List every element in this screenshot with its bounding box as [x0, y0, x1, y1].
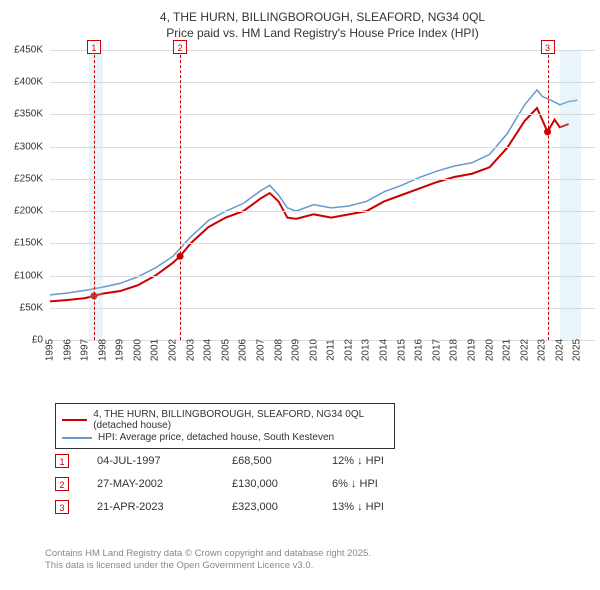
x-axis-label: 2018	[449, 339, 460, 361]
x-axis-label: 2020	[484, 339, 495, 361]
y-axis-label: £400K	[14, 77, 43, 88]
sales-row: 3 21-APR-2023 £323,000 13% ↓ HPI	[55, 500, 545, 514]
legend-item-hpi: HPI: Average price, detached house, Sout…	[62, 432, 388, 443]
reference-line	[180, 50, 181, 340]
x-axis-label: 2003	[185, 339, 196, 361]
y-axis-label: £450K	[14, 45, 43, 56]
y-axis-label: £0	[32, 335, 43, 346]
gridline	[50, 276, 595, 277]
legend-swatch	[62, 419, 87, 421]
x-axis-label: 2022	[519, 339, 530, 361]
x-axis-label: 2015	[396, 339, 407, 361]
shaded-band	[89, 50, 103, 340]
x-axis-label: 1995	[45, 339, 56, 361]
x-axis-label: 2016	[414, 339, 425, 361]
x-axis-label: 1998	[97, 339, 108, 361]
title-line-2: Price paid vs. HM Land Registry's House …	[50, 26, 595, 40]
series-line-price_paid	[50, 108, 569, 301]
footer-line-2: This data is licensed under the Open Gov…	[45, 560, 585, 572]
x-axis-label: 2025	[572, 339, 583, 361]
x-axis-label: 2005	[220, 339, 231, 361]
y-axis-label: £300K	[14, 141, 43, 152]
x-axis-label: 2002	[168, 339, 179, 361]
sale-marker-box: 3	[55, 500, 69, 514]
gridline	[50, 147, 595, 148]
y-axis-label: £100K	[14, 270, 43, 281]
legend-swatch	[62, 437, 92, 439]
x-axis-label: 2004	[203, 339, 214, 361]
legend-item-price-paid: 4, THE HURN, BILLINGBOROUGH, SLEAFORD, N…	[62, 409, 388, 431]
sale-price: £68,500	[232, 455, 332, 467]
x-axis-label: 2021	[502, 339, 513, 361]
x-axis-label: 2009	[291, 339, 302, 361]
sale-date: 04-JUL-1997	[97, 455, 232, 467]
title-line-1: 4, THE HURN, BILLINGBOROUGH, SLEAFORD, N…	[50, 10, 595, 24]
sales-row: 2 27-MAY-2002 £130,000 6% ↓ HPI	[55, 477, 545, 491]
x-axis-label: 2001	[150, 339, 161, 361]
x-axis-label: 2013	[361, 339, 372, 361]
footer-line-1: Contains HM Land Registry data © Crown c…	[45, 548, 585, 560]
x-axis-label: 2011	[326, 339, 337, 361]
sale-delta: 12% ↓ HPI	[332, 455, 432, 467]
reference-line	[548, 50, 549, 340]
gridline	[50, 308, 595, 309]
x-axis-label: 2019	[466, 339, 477, 361]
legend-label: HPI: Average price, detached house, Sout…	[98, 432, 334, 443]
legend: 4, THE HURN, BILLINGBOROUGH, SLEAFORD, N…	[55, 403, 395, 449]
x-axis-label: 2023	[537, 339, 548, 361]
x-axis-label: 2012	[343, 339, 354, 361]
sale-price: £130,000	[232, 478, 332, 490]
legend-label: 4, THE HURN, BILLINGBOROUGH, SLEAFORD, N…	[93, 409, 388, 431]
gridline	[50, 82, 595, 83]
y-axis-label: £200K	[14, 206, 43, 217]
y-axis-label: £150K	[14, 238, 43, 249]
x-axis-label: 1999	[115, 339, 126, 361]
gridline	[50, 114, 595, 115]
x-axis-label: 2008	[273, 339, 284, 361]
y-axis-label: £350K	[14, 109, 43, 120]
reference-line	[94, 50, 95, 340]
plot-area: 123	[50, 50, 595, 340]
gridline	[50, 50, 595, 51]
x-axis-label: 2000	[132, 339, 143, 361]
x-axis-label: 2006	[238, 339, 249, 361]
x-axis-label: 2024	[554, 339, 565, 361]
gridline	[50, 211, 595, 212]
shaded-band	[560, 50, 581, 340]
sale-date: 27-MAY-2002	[97, 478, 232, 490]
x-axis-label: 2017	[431, 339, 442, 361]
sale-delta: 6% ↓ HPI	[332, 478, 432, 490]
sale-delta: 13% ↓ HPI	[332, 501, 432, 513]
x-axis-label: 2010	[308, 339, 319, 361]
sale-marker-box: 2	[55, 477, 69, 491]
y-axis-label: £250K	[14, 173, 43, 184]
gridline	[50, 179, 595, 180]
chart-title: 4, THE HURN, BILLINGBOROUGH, SLEAFORD, N…	[50, 10, 595, 40]
gridline	[50, 243, 595, 244]
chart-container: 4, THE HURN, BILLINGBOROUGH, SLEAFORD, N…	[50, 10, 595, 390]
sales-table: 1 04-JUL-1997 £68,500 12% ↓ HPI 2 27-MAY…	[55, 454, 545, 523]
reference-marker: 2	[173, 40, 187, 54]
x-axis-label: 2014	[379, 339, 390, 361]
reference-marker: 3	[541, 40, 555, 54]
sale-date: 21-APR-2023	[97, 501, 232, 513]
footer-attribution: Contains HM Land Registry data © Crown c…	[45, 548, 585, 573]
series-line-hpi	[50, 90, 577, 295]
x-axis-label: 2007	[255, 339, 266, 361]
x-axis-label: 1996	[62, 339, 73, 361]
x-axis-label: 1997	[80, 339, 91, 361]
reference-marker: 1	[87, 40, 101, 54]
sale-price: £323,000	[232, 501, 332, 513]
y-axis-label: £50K	[20, 302, 43, 313]
chart-svg	[50, 50, 595, 340]
sales-row: 1 04-JUL-1997 £68,500 12% ↓ HPI	[55, 454, 545, 468]
sale-marker-box: 1	[55, 454, 69, 468]
